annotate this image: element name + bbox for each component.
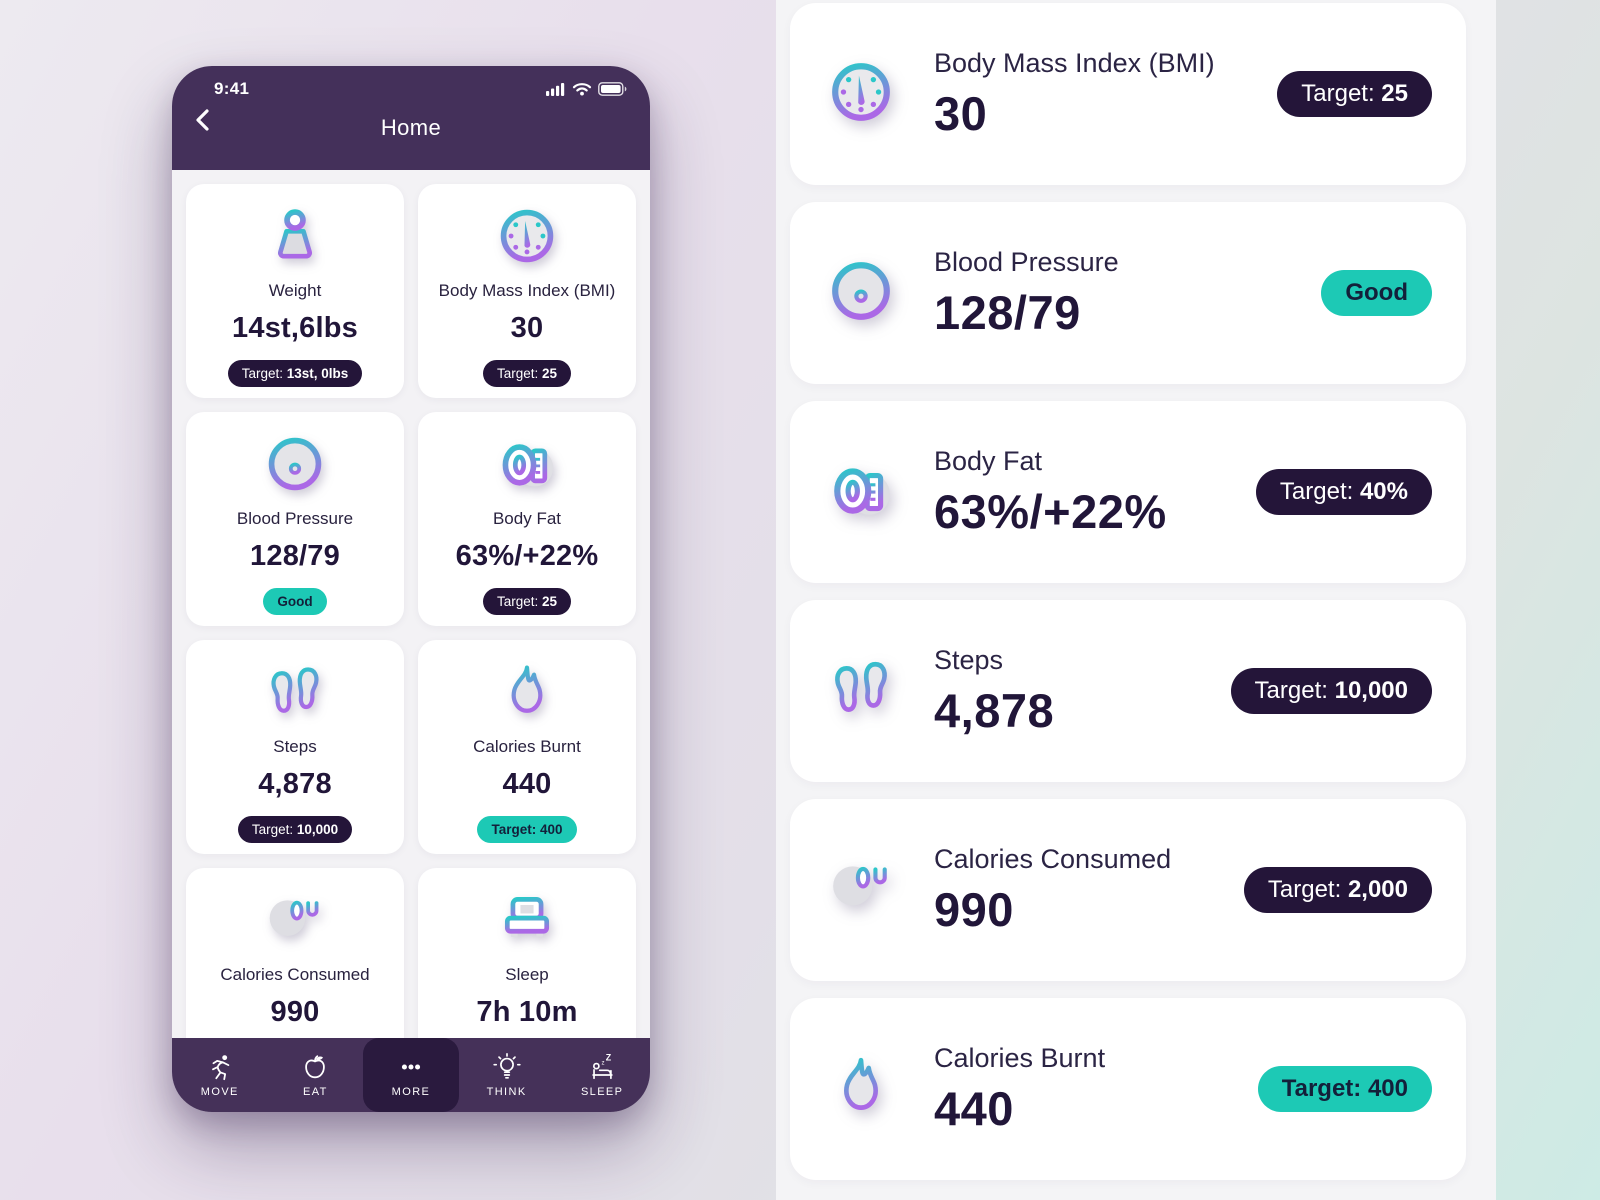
metric-grid: Weight 14st,6lbs Target: 13st, 0lbs Body… (172, 170, 650, 1096)
cutlery-icon (828, 855, 894, 926)
page-title: Home (380, 115, 442, 140)
metric-label: Sleep (505, 965, 549, 984)
detail-card-calories-burnt[interactable]: Calories Burnt 440 Target: 400 (790, 998, 1466, 1180)
metric-value: 440 (502, 768, 552, 800)
metric-value: 990 (270, 996, 320, 1028)
metric-value: 63%/+22% (934, 484, 1167, 538)
bmi-gauge-icon (497, 206, 557, 271)
metric-value: 128/79 (934, 285, 1081, 339)
target-badge: Target: 2,000 (1243, 867, 1432, 913)
bottom-nav: MOVE EAT MORE THINK SLEEP (172, 1038, 650, 1112)
nav-more[interactable]: MORE (363, 1038, 459, 1112)
metric-label: Calories Burnt (473, 737, 581, 756)
measuring-tape-icon (497, 434, 557, 499)
runner-icon (205, 1052, 235, 1082)
metric-label: Calories Consumed (220, 965, 370, 984)
nav-sleep[interactable]: SLEEP (554, 1038, 650, 1112)
back-button[interactable] (192, 107, 214, 138)
metric-card-bmi[interactable]: Body Mass Index (BMI) 30 Target: 25 (418, 184, 636, 398)
metric-value: 30 (510, 312, 544, 344)
footprints-icon (265, 662, 325, 727)
status-badge: Good (1321, 270, 1432, 316)
metric-value: 4,878 (258, 768, 332, 800)
wifi-icon (572, 83, 592, 96)
metric-value: 30 (934, 86, 988, 140)
metric-label: Steps (934, 644, 1004, 675)
pressure-gauge-icon (828, 258, 894, 329)
lightbulb-icon (492, 1052, 522, 1082)
metric-value: 440 (934, 1081, 1014, 1135)
phone-header: 9:41 Home (172, 66, 650, 170)
metric-value: 63%/+22% (455, 540, 599, 572)
bmi-gauge-icon (828, 59, 894, 130)
measuring-tape-icon (828, 457, 894, 528)
cutlery-icon (265, 890, 325, 955)
status-bar: 9:41 (172, 66, 650, 99)
metric-card-body-fat[interactable]: Body Fat 63%/+22% Target: 25 (418, 412, 636, 626)
metric-label: Calories Burnt (934, 1042, 1106, 1073)
target-badge: Target: 25 (482, 588, 572, 615)
detail-card-blood-pressure[interactable]: Blood Pressure 128/79 Good (790, 202, 1466, 384)
metric-card-blood-pressure[interactable]: Blood Pressure 128/79 Good (186, 412, 404, 626)
nav-move[interactable]: MOVE (172, 1038, 268, 1112)
metric-label: Calories Consumed (934, 843, 1172, 874)
metric-value: 4,878 (934, 683, 1055, 737)
cellular-signal-icon (546, 83, 565, 96)
target-badge: Target: 10,000 (1230, 668, 1432, 714)
ellipsis-icon (396, 1052, 426, 1082)
status-badge: Good (263, 588, 327, 615)
phone-mockup: 9:41 Home Weight 14st,6lbs Target: 13st,… (172, 66, 650, 1112)
metric-card-calories-burnt[interactable]: Calories Burnt 440 Target: 400 (418, 640, 636, 854)
target-badge: Target: 400 (477, 816, 577, 843)
metric-label: Weight (268, 281, 322, 300)
battery-icon (598, 82, 627, 96)
detail-card-calories-consumed[interactable]: Calories Consumed 990 Target: 2,000 (790, 799, 1466, 981)
metric-label: Blood Pressure (236, 509, 354, 528)
pressure-gauge-icon (265, 434, 325, 499)
target-badge: Target: 10,000 (237, 816, 353, 843)
detail-card-body-fat[interactable]: Body Fat 63%/+22% Target: 40% (790, 401, 1466, 583)
metric-label: Body Mass Index (BMI) (438, 281, 616, 300)
metric-card-steps[interactable]: Steps 4,878 Target: 10,000 (186, 640, 404, 854)
chevron-left-icon (196, 109, 209, 131)
apple-icon (300, 1052, 330, 1082)
metric-value: 990 (934, 882, 1014, 936)
metric-label: Body Mass Index (BMI) (934, 47, 1215, 78)
detail-panel: Body Mass Index (BMI) 30 Target: 25 Bloo… (776, 0, 1496, 1200)
flame-icon (497, 662, 557, 727)
metric-label: Blood Pressure (934, 246, 1119, 277)
nav-eat[interactable]: EAT (268, 1038, 364, 1112)
sleeper-icon (587, 1052, 617, 1082)
metric-value: 128/79 (250, 540, 340, 572)
target-badge: Target: 400 (1257, 1066, 1432, 1112)
target-badge: Target: 25 (1277, 71, 1432, 117)
flame-icon (828, 1054, 894, 1125)
target-badge: Target: 40% (1255, 469, 1432, 515)
metric-value: 14st,6lbs (232, 312, 358, 344)
detail-card-bmi[interactable]: Body Mass Index (BMI) 30 Target: 25 (790, 3, 1466, 185)
metric-value: 7h 10m (476, 996, 578, 1028)
target-badge: Target: 13st, 0lbs (227, 360, 363, 387)
bed-icon (497, 890, 557, 955)
metric-label: Steps (273, 737, 317, 756)
metric-card-weight[interactable]: Weight 14st,6lbs Target: 13st, 0lbs (186, 184, 404, 398)
detail-card-steps[interactable]: Steps 4,878 Target: 10,000 (790, 600, 1466, 782)
target-badge: Target: 25 (482, 360, 572, 387)
nav-think[interactable]: THINK (459, 1038, 555, 1112)
metric-label: Body Fat (492, 509, 562, 528)
footprints-icon (828, 656, 894, 727)
weight-icon (265, 206, 325, 271)
status-time: 9:41 (214, 79, 250, 98)
metric-label: Body Fat (934, 445, 1043, 476)
